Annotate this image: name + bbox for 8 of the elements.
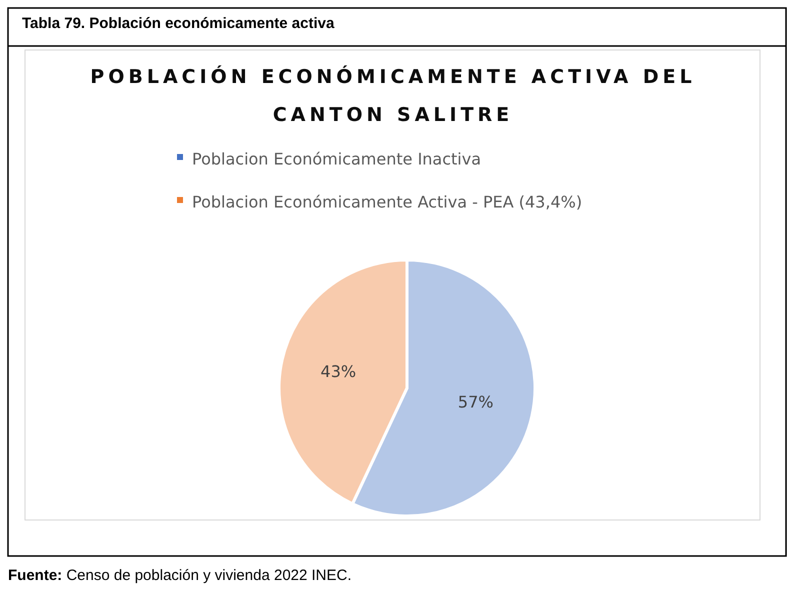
data-label: 43% (320, 362, 356, 382)
pie-slice (278, 258, 408, 506)
data-label: 57% (458, 392, 494, 412)
source-note: Fuente: Censo de población y vivienda 2022 INEC. (8, 567, 352, 584)
text: Tabla 79. Población económicamente activa (22, 15, 335, 32)
legend-label: Poblacion Económicamente Activa - PEA (43,4%) (192, 192, 582, 212)
legend-label: Poblacion Económicamente Inactiva (192, 149, 482, 168)
chart-title: POBLACIÓN ECONÓMICAMENTE ACTIVA DEL CANTON SALITRE (90, 65, 696, 126)
